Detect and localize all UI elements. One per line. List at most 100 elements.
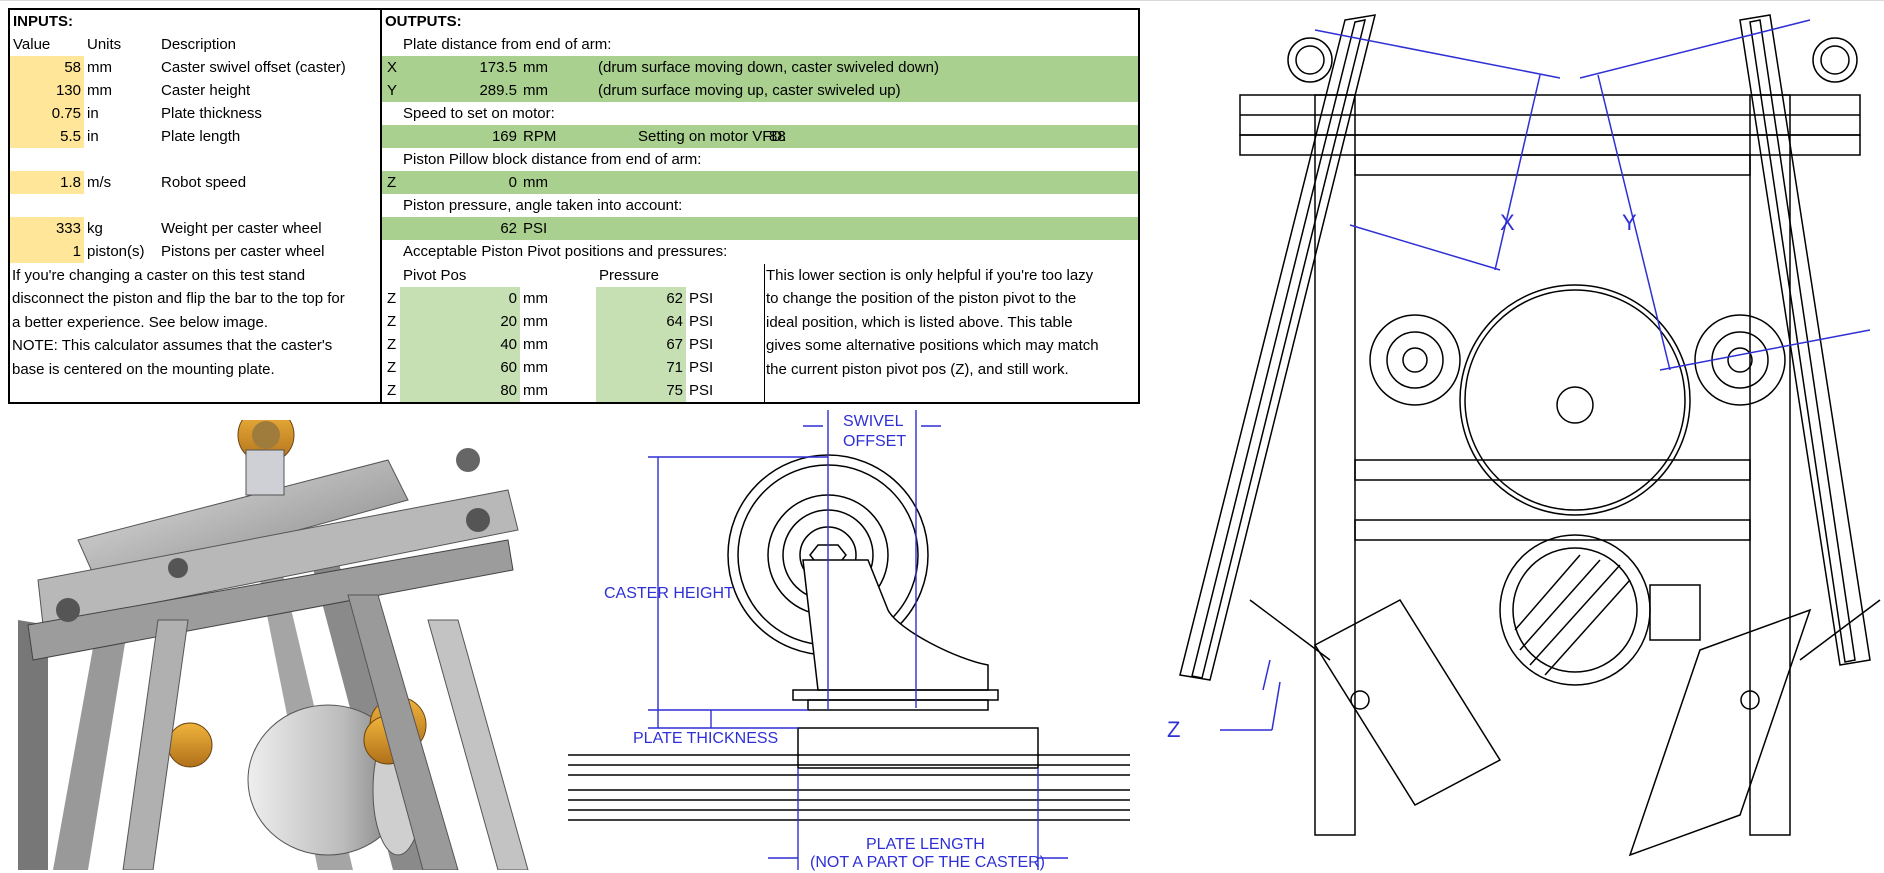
input-value-pistons[interactable]: 1 [10, 240, 84, 263]
pivot-axis-label: Z [387, 290, 397, 307]
output-row-speed [382, 125, 1138, 148]
output-row-x [382, 56, 1138, 79]
outputs-header: OUTPUTS: [385, 13, 462, 30]
note-line: to change the position of the piston piv… [766, 290, 1077, 308]
pivot-pressure-unit: PSI [689, 336, 714, 353]
output-row-z [382, 171, 1138, 194]
pivot-pos-value: 20 [400, 310, 520, 333]
pivot-axis-label: Z [387, 313, 397, 330]
output-pressure-value: 62 [500, 220, 517, 237]
input-description: Caster height [161, 82, 251, 99]
input-description: Caster swivel offset (caster) [161, 59, 346, 76]
pivot-pos-unit: mm [523, 313, 548, 330]
pivot-pressure-value: 75 [596, 379, 686, 402]
plate-thickness-label: PLATE THICKNESS [633, 730, 778, 747]
input-value-caster-height[interactable]: 130 [10, 79, 84, 102]
output-y-note: (drum surface moving up, caster swiveled… [598, 82, 901, 99]
axis-x-label: X [387, 59, 398, 76]
input-unit: mm [87, 59, 112, 76]
spreadsheet: INPUTS: Value Units Description 58 mm Ca… [0, 0, 1884, 408]
pressure-header: Pressure [599, 267, 660, 284]
output-speed-unit: RPM [523, 128, 557, 145]
input-unit: in [87, 105, 99, 122]
output-z-value: 0 [508, 174, 517, 191]
vfd-value: 88 [769, 128, 786, 145]
note-line: disconnect the piston and flip the bar t… [12, 290, 345, 308]
test-stand-drawing: X Y Z [1167, 14, 1881, 857]
pivot-pressure-unit: PSI [689, 359, 714, 376]
axis-z-label: Z [387, 174, 397, 191]
note-line: If you're changing a caster on this test… [12, 267, 306, 284]
acceptable-label: Acceptable Piston Pivot positions and pr… [403, 243, 728, 260]
output-pressure-unit: PSI [523, 220, 548, 237]
pivot-pos-unit: mm [523, 336, 548, 353]
test-stand-render [18, 420, 529, 870]
note-line: NOTE: This calculator assumes that the c… [12, 337, 333, 355]
output-x-value: 173.5 [479, 59, 517, 76]
input-unit: kg [87, 220, 103, 237]
note-line: the current piston pivot pos (Z), and st… [766, 360, 1069, 378]
pivot-pressure-unit: PSI [689, 290, 714, 307]
input-unit: m/s [87, 174, 112, 191]
input-unit: mm [87, 82, 112, 99]
input-description: Plate thickness [161, 105, 262, 122]
output-z-unit: mm [523, 174, 548, 191]
input-value-plate-length[interactable]: 5.5 [10, 125, 84, 148]
pivot-pos-unit: mm [523, 359, 548, 376]
plate-distance-label: Plate distance from end of arm: [403, 36, 612, 53]
caster-dimension-drawing: SWIVEL OFFSET CASTER HEIGHT PLATE THICKN… [568, 410, 1130, 871]
note-line: a better experience. See below image. [12, 313, 268, 331]
col-value-header: Value [13, 36, 51, 53]
output-row-y [382, 79, 1138, 102]
note-line: ideal position, which is listed above. T… [766, 313, 1073, 331]
col-units-header: Units [87, 36, 122, 53]
plate-length-label-2: (NOT A PART OF THE CASTER) [810, 854, 1045, 871]
input-note: If you're changing a caster on this test… [12, 264, 345, 381]
output-y-value: 289.5 [479, 82, 517, 99]
input-description: Plate length [161, 128, 241, 145]
vfd-label: Setting on motor VFD: [638, 128, 787, 145]
output-row-pressure [382, 217, 1138, 240]
note-line: base is centered on the mounting plate. [12, 360, 275, 378]
inputs-header: INPUTS: [13, 13, 73, 30]
axis-y-label: Y [387, 82, 398, 99]
lower-note: This lower section is only helpful if yo… [766, 264, 1099, 381]
pivot-pressure-unit: PSI [689, 382, 714, 399]
pivot-pos-value: 40 [400, 333, 520, 356]
pivot-pressure-value: 62 [596, 287, 686, 310]
input-value-robot-speed[interactable]: 1.8 [10, 171, 84, 194]
input-description: Pistons per caster wheel [161, 243, 325, 260]
pivot-pos-header: Pivot Pos [403, 267, 467, 284]
output-x-note: (drum surface moving down, caster swivel… [598, 59, 939, 76]
col-description-header: Description [161, 36, 237, 53]
speed-label: Speed to set on motor: [403, 105, 555, 122]
input-value-swivel-offset[interactable]: 58 [10, 56, 84, 79]
pillow-block-label: Piston Pillow block distance from end of… [403, 151, 702, 168]
pivot-pressure-value: 71 [596, 356, 686, 379]
output-x-unit: mm [523, 59, 548, 76]
pressure-label: Piston pressure, angle taken into accoun… [403, 197, 683, 214]
note-line: This lower section is only helpful if yo… [766, 267, 1094, 284]
input-value-weight[interactable]: 333 [10, 217, 84, 240]
swivel-offset-label-2: OFFSET [843, 433, 906, 450]
stand-y-label: Y [1622, 210, 1637, 235]
note-line: gives some alternative positions which m… [766, 337, 1099, 355]
pivot-pos-value: 80 [400, 379, 520, 402]
pivot-pressure-unit: PSI [689, 313, 714, 330]
input-unit: piston(s) [87, 243, 145, 260]
input-unit: in [87, 128, 99, 145]
pivot-pressure-value: 64 [596, 310, 686, 333]
pivot-pressure-value: 67 [596, 333, 686, 356]
pivot-pos-unit: mm [523, 382, 548, 399]
input-description: Weight per caster wheel [161, 220, 322, 237]
swivel-offset-label: SWIVEL [843, 413, 904, 430]
pivot-axis-label: Z [387, 382, 397, 399]
stand-x-label: X [1500, 210, 1515, 235]
pivot-pos-value: 60 [400, 356, 520, 379]
input-description: Robot speed [161, 174, 247, 191]
pivot-axis-label: Z [387, 359, 397, 376]
stand-z-label: Z [1167, 717, 1180, 742]
caster-height-label: CASTER HEIGHT [604, 585, 734, 602]
input-value-plate-thickness[interactable]: 0.75 [10, 102, 84, 125]
pivot-pos-value: 0 [400, 287, 520, 310]
